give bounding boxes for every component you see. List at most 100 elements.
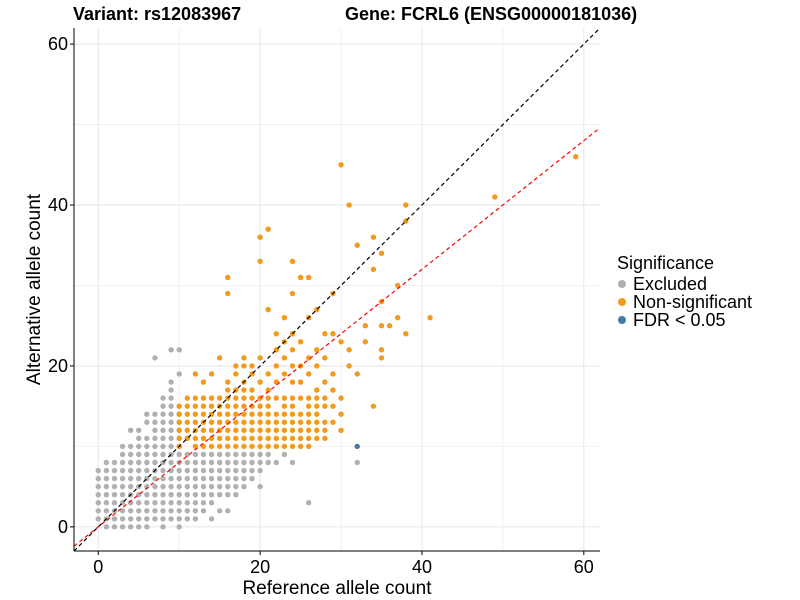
point-non-significant: [265, 226, 271, 232]
point-excluded: [273, 459, 280, 466]
point-excluded: [152, 451, 158, 458]
point-non-significant: [208, 403, 215, 409]
legend-key-non-significant: [618, 298, 626, 306]
point-non-significant: [273, 419, 280, 425]
point-non-significant: [305, 371, 312, 377]
point-excluded: [168, 435, 174, 442]
point-excluded: [200, 459, 207, 466]
point-excluded: [305, 500, 312, 506]
point-excluded: [111, 516, 118, 522]
point-excluded: [160, 491, 166, 498]
y-tick-label: 0: [58, 517, 68, 537]
point-non-significant: [225, 411, 231, 417]
point-excluded: [216, 467, 223, 474]
point-excluded: [160, 451, 166, 458]
point-non-significant: [314, 427, 320, 434]
legend-item-excluded: Excluded: [617, 273, 752, 294]
x-tick-label: 20: [250, 557, 270, 577]
point-excluded: [216, 508, 223, 514]
point-excluded: [144, 508, 150, 514]
point-non-significant: [257, 411, 263, 417]
point-non-significant: [192, 371, 199, 377]
point-excluded: [225, 508, 231, 514]
point-excluded: [136, 459, 142, 466]
point-excluded: [192, 508, 199, 514]
point-non-significant: [225, 419, 231, 425]
point-excluded: [192, 491, 199, 498]
point-non-significant: [208, 427, 215, 434]
point-non-significant: [233, 443, 239, 450]
point-non-significant: [289, 363, 296, 369]
point-excluded: [168, 483, 174, 490]
point-excluded: [184, 508, 190, 514]
point-non-significant: [208, 371, 215, 377]
chart-title-variant: Variant: rs12083967: [73, 4, 242, 24]
point-non-significant: [314, 403, 320, 409]
point-non-significant: [241, 395, 247, 401]
point-excluded: [354, 459, 360, 466]
point-non-significant: [184, 395, 190, 401]
point-non-significant: [322, 403, 328, 409]
point-non-significant: [273, 395, 280, 401]
point-non-significant: [394, 314, 401, 321]
point-non-significant: [225, 274, 231, 281]
point-non-significant: [427, 314, 433, 321]
point-non-significant: [322, 355, 328, 361]
point-non-significant: [225, 403, 231, 409]
point-non-significant: [233, 363, 239, 369]
point-excluded: [168, 387, 174, 393]
point-non-significant: [184, 403, 190, 409]
y-tick-label: 40: [48, 195, 68, 215]
point-non-significant: [200, 395, 207, 401]
point-excluded: [192, 516, 199, 522]
legend-key-fdr: [618, 316, 626, 324]
point-non-significant: [394, 282, 401, 289]
point-excluded: [136, 475, 142, 482]
point-excluded: [103, 459, 110, 466]
point-excluded: [95, 508, 101, 514]
point-excluded: [168, 427, 174, 434]
point-excluded: [208, 459, 215, 466]
point-excluded: [225, 467, 231, 474]
point-excluded: [208, 491, 215, 498]
point-excluded: [216, 483, 223, 490]
point-excluded: [144, 524, 150, 530]
point-excluded: [160, 411, 166, 417]
point-non-significant: [273, 379, 280, 385]
point-non-significant: [289, 443, 296, 450]
point-excluded: [144, 443, 150, 450]
point-excluded: [152, 355, 158, 361]
point-non-significant: [370, 234, 377, 240]
point-excluded: [176, 451, 182, 458]
point-non-significant: [330, 331, 336, 337]
point-excluded: [111, 483, 118, 490]
point-excluded: [103, 483, 110, 490]
y-tick-label: 20: [48, 356, 68, 376]
point-excluded: [127, 475, 134, 482]
point-excluded: [241, 467, 247, 474]
point-excluded: [200, 451, 207, 458]
point-excluded: [168, 491, 174, 498]
point-excluded: [152, 483, 158, 490]
point-non-significant: [297, 274, 304, 281]
point-non-significant: [378, 323, 385, 329]
point-non-significant: [314, 435, 320, 442]
point-non-significant: [241, 363, 247, 369]
point-excluded: [136, 443, 142, 450]
point-excluded: [208, 467, 215, 474]
point-excluded: [168, 403, 174, 409]
point-excluded: [233, 483, 239, 490]
point-excluded: [103, 500, 110, 506]
point-non-significant: [314, 411, 320, 417]
legend-label-fdr: FDR < 0.05: [633, 309, 726, 330]
point-excluded: [225, 483, 231, 490]
point-excluded: [241, 475, 247, 482]
point-non-significant: [225, 387, 231, 393]
point-excluded: [152, 411, 158, 417]
point-excluded: [95, 516, 101, 522]
point-non-significant: [330, 371, 336, 377]
legend-label-excluded: Excluded: [633, 273, 708, 294]
point-non-significant: [208, 395, 215, 401]
point-excluded: [176, 467, 182, 474]
point-non-significant: [241, 403, 247, 409]
